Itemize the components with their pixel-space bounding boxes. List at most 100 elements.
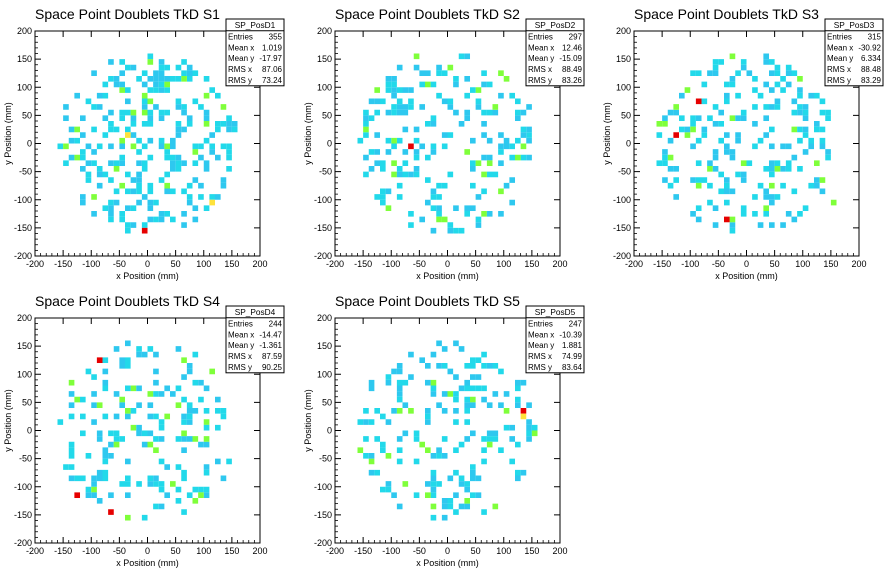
histogram-bin: [175, 486, 182, 493]
histogram-bin: [374, 160, 381, 167]
histogram-bin: [192, 160, 199, 167]
histogram-bin: [91, 211, 97, 217]
histogram-bin: [74, 137, 81, 144]
x-tick-label: 200: [851, 259, 866, 269]
histogram-bin: [791, 188, 798, 195]
histogram-bin: [402, 160, 409, 167]
histogram-bin: [141, 430, 148, 437]
stats-value-mean-y: 1.881: [562, 341, 583, 350]
y-tick-label: -100: [314, 195, 332, 205]
histogram-bin: [363, 132, 369, 138]
histogram-bin: [436, 216, 442, 223]
histogram-bin: [357, 137, 364, 144]
histogram-bin: [430, 379, 437, 386]
histogram-bin: [385, 76, 392, 82]
histogram-bin: [447, 222, 454, 228]
histogram-bin: [690, 126, 696, 133]
histogram-bin: [147, 121, 154, 127]
x-axis-label: x Position (mm): [116, 271, 179, 281]
histogram-bin: [413, 166, 420, 172]
histogram-bin: [391, 76, 397, 82]
histogram-bin: [85, 368, 92, 375]
stats-label-rms-x: RMS x: [827, 65, 851, 74]
histogram-bin: [740, 177, 747, 183]
histogram-bin: [396, 368, 403, 375]
histogram-bin: [147, 76, 154, 82]
y-tick-label: -50: [319, 167, 332, 177]
histogram-bin: [391, 92, 397, 99]
histogram-bin: [520, 109, 527, 116]
y-tick-label: -50: [618, 167, 631, 177]
y-tick-label: -150: [613, 223, 631, 233]
histogram-bin: [147, 115, 154, 122]
histogram-bin: [780, 143, 786, 150]
histogram-bin: [108, 205, 114, 212]
histogram-bin: [791, 126, 798, 133]
histogram-bin: [430, 351, 437, 358]
histogram-bin: [153, 76, 159, 82]
histogram-bin: [425, 199, 431, 206]
histogram-bin: [486, 154, 493, 161]
histogram-bin: [385, 137, 392, 144]
histogram-bin: [215, 194, 221, 200]
y-tick-label: 50: [621, 110, 631, 120]
x-axis-label: x Position (mm): [416, 271, 479, 281]
y-tick-label: 200: [317, 313, 332, 323]
histogram-bin: [368, 149, 375, 155]
histogram-bin: [729, 227, 736, 234]
stats-label-rms-y: RMS y: [228, 76, 252, 85]
histogram-bin: [141, 104, 148, 110]
y-tick-label: 100: [616, 82, 631, 92]
histogram-bin: [96, 498, 103, 504]
histogram-bin: [192, 379, 199, 386]
histogram-bin: [464, 385, 471, 392]
y-tick-label: 100: [317, 82, 332, 92]
histogram-bin: [486, 363, 493, 369]
histogram-bin: [724, 98, 730, 105]
histogram-bin: [130, 64, 137, 71]
histogram-bin: [363, 115, 369, 122]
histogram-bin: [153, 379, 159, 386]
histogram-bin: [430, 503, 437, 510]
histogram-bin: [470, 363, 476, 369]
histogram-bin: [91, 402, 97, 409]
histogram-bin: [492, 363, 499, 369]
histogram-bin: [396, 182, 403, 189]
y-axis-label: y Position (mm): [3, 389, 13, 452]
histogram-bin: [215, 396, 221, 403]
histogram-bin: [226, 458, 232, 465]
histogram-bin: [819, 143, 826, 150]
histogram-bin: [819, 188, 826, 195]
histogram-bin: [108, 199, 114, 206]
histogram-bin: [175, 436, 182, 442]
histogram-bin: [74, 92, 81, 99]
histogram-bin: [203, 464, 210, 470]
histogram-bin: [147, 346, 154, 352]
histogram-bin: [147, 413, 154, 420]
histogram-bin: [181, 70, 187, 77]
x-tick-label: -200: [326, 259, 344, 269]
histogram-bin: [108, 509, 114, 515]
stats-value-mean-x: 1.019: [262, 43, 283, 52]
histogram-bin: [186, 194, 193, 200]
histogram-bin: [158, 59, 165, 65]
histogram-bin: [368, 98, 375, 105]
histogram-bin: [481, 70, 487, 77]
histogram-bin: [96, 182, 103, 189]
histogram-bin: [186, 182, 193, 189]
histogram-bin: [712, 121, 719, 127]
histogram-bin: [119, 154, 126, 161]
histogram-bin: [520, 413, 527, 420]
histogram-bin: [509, 177, 516, 183]
histogram-bin: [425, 481, 431, 487]
histogram-bin: [797, 76, 803, 82]
histogram-bin: [96, 475, 103, 482]
histogram-bin: [769, 171, 775, 178]
histogram-bin: [797, 104, 803, 110]
histogram-bin: [119, 137, 126, 144]
histogram-bin: [113, 81, 120, 88]
histogram-bin: [712, 222, 719, 228]
chart-title: Space Point Doublets TkD S1: [35, 6, 220, 22]
histogram-bin: [662, 149, 668, 155]
histogram-bin: [509, 143, 516, 150]
